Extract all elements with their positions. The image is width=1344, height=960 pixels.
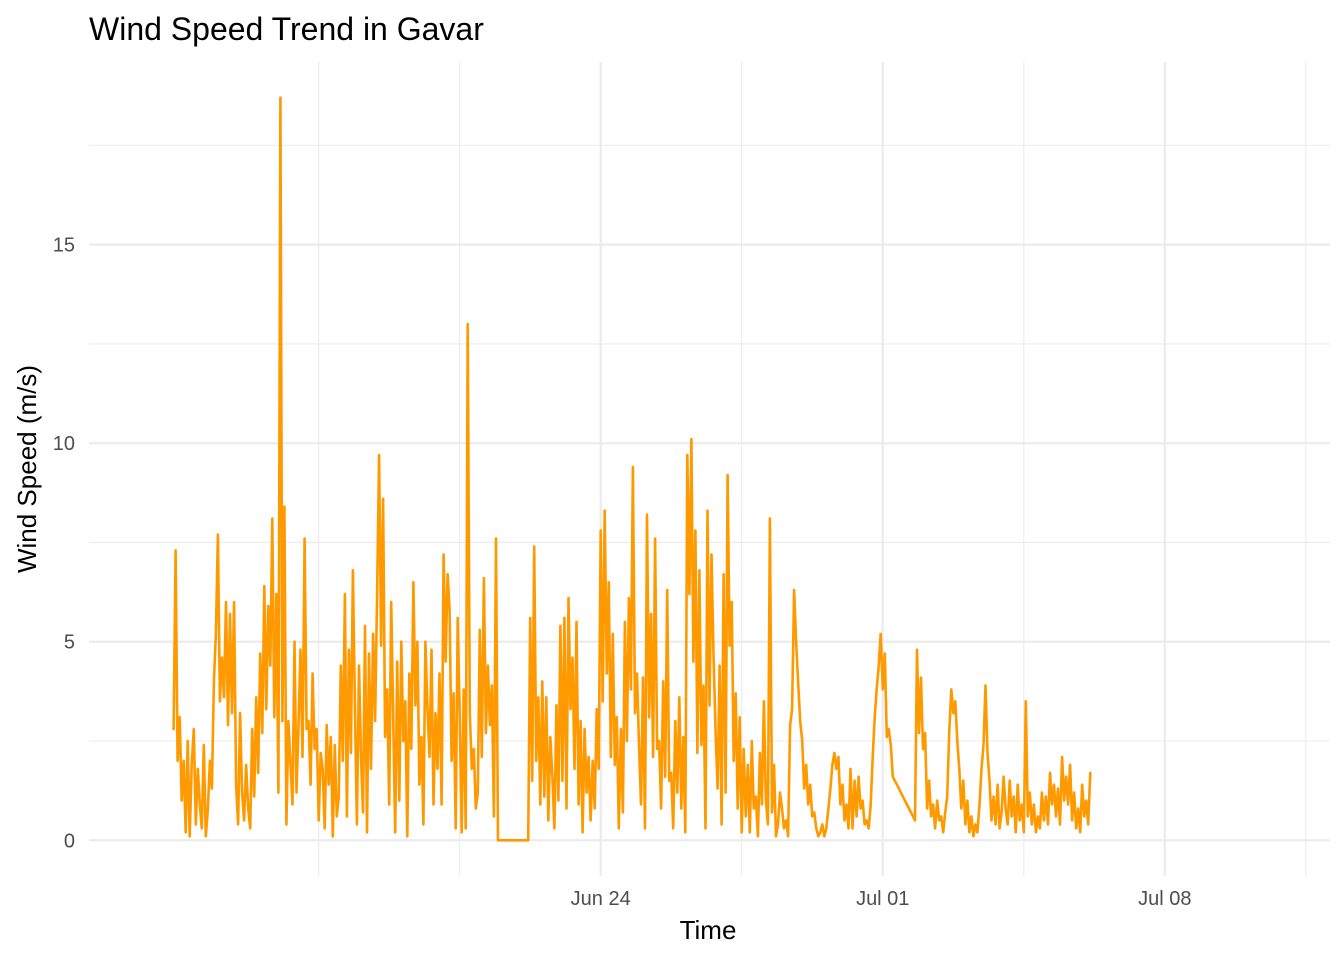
wind-speed-series-line <box>172 96 1092 842</box>
chart-title: Wind Speed Trend in Gavar <box>89 11 484 47</box>
y-axis-label: Wind Speed (m/s) <box>12 365 42 573</box>
y-tick-label: 0 <box>64 830 75 852</box>
x-tick-label: Jul 08 <box>1138 888 1191 910</box>
y-tick-label: 5 <box>64 632 75 654</box>
grid <box>89 62 1330 876</box>
x-axis-label: Time <box>680 915 737 945</box>
x-tick-label: Jul 01 <box>856 888 909 910</box>
y-tick-label: 10 <box>53 433 75 455</box>
y-axis-ticks: 0 5 10 15 <box>53 235 75 853</box>
y-tick-label: 15 <box>53 235 75 257</box>
x-axis-ticks: Jun 24 Jul 01 Jul 08 <box>571 888 1192 910</box>
x-tick-label: Jun 24 <box>571 888 631 910</box>
